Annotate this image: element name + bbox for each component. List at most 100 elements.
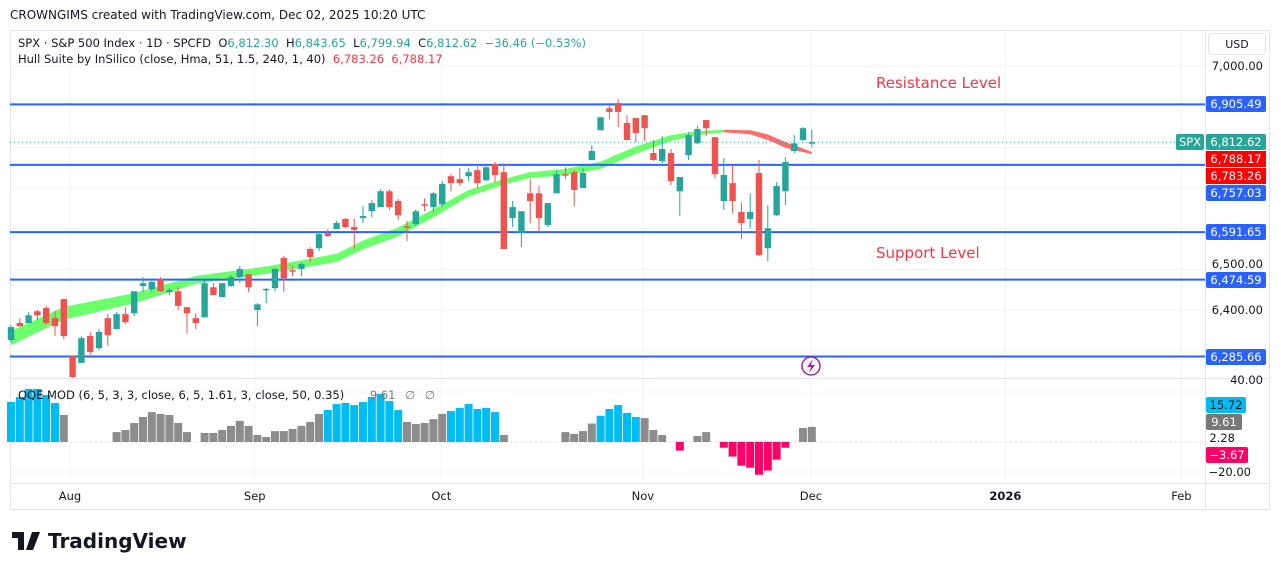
candle-body [483,167,490,181]
qqe-bar [112,432,121,442]
candle-body [676,177,683,192]
candle [782,157,789,206]
candle-body [562,174,569,176]
candle [25,312,32,324]
qqe-bar [174,423,183,442]
candle [694,126,701,145]
qqe-bar [675,442,684,451]
qqe-bar [719,442,728,448]
qqe-bar [315,413,323,442]
candle-body [386,191,393,208]
candle-body [254,304,261,311]
candle-body [650,153,657,160]
qqe-bar [772,442,781,460]
qqe-bar [702,432,711,442]
candle [623,115,631,141]
candle [324,229,331,238]
candle-body [359,216,367,219]
resistance-label: Resistance Level [876,74,1002,92]
qqe-bar [367,397,376,442]
candle-body [711,137,719,175]
qqe-bar [156,413,165,442]
qqe-bar [728,442,737,457]
qqe-bar [253,434,262,442]
candle [87,331,94,356]
qqe-bar [165,414,174,442]
time-label: Oct [431,489,452,503]
candle [808,129,815,148]
candle-body [333,222,340,230]
candle-body [439,183,446,205]
qqe-bar [200,432,209,442]
candle-body [219,283,226,298]
currency-button[interactable]: USD [1208,33,1266,55]
candle [148,279,155,293]
candle-body [747,212,754,219]
candle-body [659,148,666,162]
candle-body [342,218,349,228]
candle-body [104,318,111,336]
candle-body [166,290,173,293]
qqe-bar [473,408,482,442]
candle [711,137,719,179]
candle [799,127,807,142]
candle [606,103,613,120]
lightning-icon[interactable] [801,356,821,376]
candle [298,262,305,277]
candle-body [500,172,507,250]
qqe-bar [623,412,631,442]
candle-body [87,336,94,352]
qqe-bar [631,417,640,442]
qqe-bar [7,401,15,442]
candle [368,200,375,218]
candle [447,174,455,192]
candle-body [25,315,32,324]
qqe-bar [288,429,297,442]
qqe-bar [147,412,156,442]
candle [535,185,543,232]
candle-body [491,164,499,175]
price-tick-label: 7,000.00 [1211,59,1263,73]
candle [131,291,138,317]
price-tick-label: 6,500.00 [1211,256,1263,271]
candle [245,274,252,293]
qqe-bar [42,394,51,442]
qqe-bar [587,423,596,442]
candle-body [623,122,631,141]
candle [263,288,270,304]
candle [289,266,296,277]
qqe-bar [693,436,702,442]
candle [271,268,279,292]
qqe-bar [59,414,68,442]
symbol-name: SPX · S&P 500 Index · 1D · SPCFD [18,36,212,50]
candle [34,310,41,321]
candle-body [7,327,15,341]
candle [280,255,287,293]
level-price-tag: 6,757.03 [1206,185,1266,202]
candle [60,299,67,340]
qqe-bar [139,417,147,442]
qqe-legend[interactable]: QQE MOD (6, 5, 3, 3, close, 6, 5, 1.61, … [18,388,435,402]
indicator-legend[interactable]: Hull Suite by InSilico (close, Hma, 51, … [18,52,443,66]
qqe-bar [737,442,746,466]
candle [183,307,191,334]
candle-body [465,172,472,177]
qqe-bar [420,423,429,442]
candle [720,157,727,210]
hull-suite-band [11,129,812,346]
change-value: −36.46 (−0.53%) [484,36,587,50]
candle [650,140,657,162]
symbol-legend[interactable]: SPX · S&P 500 Index · 1D · SPCFD O6,812.… [18,36,587,50]
qqe-bar [746,442,755,468]
qqe-bar [763,442,772,471]
candle-body [280,257,287,279]
candle-body [307,249,314,258]
candle [729,166,736,214]
candle-body [720,174,727,202]
candle-body [210,287,217,295]
qqe-bar [262,437,271,442]
candle [553,170,560,194]
qqe-bar [807,426,816,442]
qqe-bar [614,405,623,442]
